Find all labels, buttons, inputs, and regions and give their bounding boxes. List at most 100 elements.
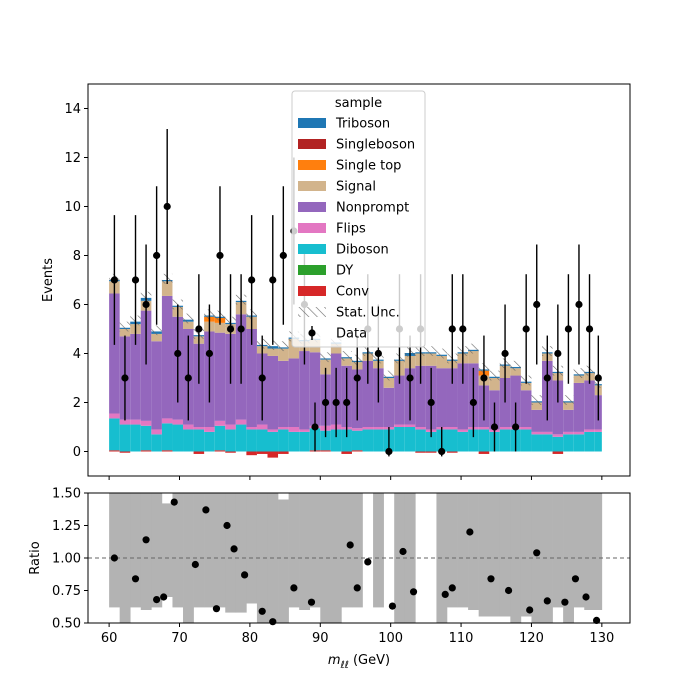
- ratio-point: [110, 554, 118, 562]
- stat-unc-bin: [425, 346, 437, 356]
- y-tick-label: 8: [73, 249, 81, 264]
- data-point: [594, 374, 602, 382]
- bar-nonprompt: [415, 365, 426, 427]
- bar-diboson: [183, 429, 194, 452]
- stat-unc-bin: [436, 348, 447, 359]
- ratio-band-bin: [351, 493, 363, 608]
- bar-flips: [531, 431, 543, 435]
- ratio-band-bin: [204, 493, 216, 608]
- ratio-point: [487, 575, 495, 583]
- ratio-y-tick-label: 0.50: [52, 617, 81, 632]
- bar-flips: [594, 429, 602, 432]
- bar-nonprompt: [299, 351, 310, 430]
- legend-swatch-flips: [298, 223, 326, 233]
- bar-diboson: [214, 425, 226, 451]
- main-axes-frame: [87, 83, 631, 477]
- bar-nonprompt: [362, 360, 374, 427]
- data-point: [469, 398, 477, 407]
- ratio-band-bin: [573, 493, 585, 608]
- bar-diboson: [204, 431, 215, 452]
- bar-flips: [161, 418, 173, 424]
- bar-nonprompt: [151, 341, 162, 430]
- bar-nonprompt: [457, 363, 469, 430]
- ratio-band-bin: [246, 493, 258, 604]
- ratio-point: [191, 560, 199, 569]
- data-point: [311, 423, 319, 431]
- legend-label-data: Data: [336, 327, 367, 342]
- bar-nonprompt: [161, 295, 173, 419]
- bar-diboson: [267, 431, 279, 452]
- stat-unc-bin: [341, 351, 352, 361]
- bar-flips: [404, 424, 416, 427]
- bar-nonprompt: [520, 390, 532, 427]
- bar-flips: [151, 429, 162, 435]
- bar-diboson: [404, 427, 416, 452]
- bar-conv: [225, 451, 236, 453]
- bar-diboson: [552, 436, 564, 452]
- stat-unc-bin: [563, 395, 574, 405]
- bar-conv: [214, 450, 226, 452]
- bar-diboson: [542, 434, 553, 452]
- ratio-band-bin: [278, 499, 289, 623]
- bar-diboson: [299, 431, 310, 452]
- bar-conv: [161, 450, 173, 452]
- ratio-y-tick-label: 0.75: [52, 584, 81, 599]
- data-point: [522, 325, 530, 333]
- ratio-point: [364, 558, 372, 566]
- ratio-x-tick-label: 130: [589, 631, 614, 646]
- bar-diboson: [119, 424, 131, 452]
- bar-conv: [351, 450, 363, 452]
- ratio-point: [230, 545, 238, 553]
- data-point: [184, 374, 192, 382]
- bar-flips: [415, 427, 426, 430]
- legend-swatch-dy: [298, 265, 326, 275]
- ratio-band-bin: [214, 493, 226, 608]
- bar-flips: [520, 427, 532, 430]
- bar-nonprompt: [573, 382, 585, 432]
- bar-flips: [457, 429, 469, 432]
- legend-swatch-nonprompt: [298, 202, 326, 212]
- data-point: [512, 423, 520, 431]
- bar-nonprompt: [446, 368, 458, 427]
- bar-conv: [246, 451, 257, 456]
- bar-nonprompt: [383, 387, 395, 427]
- bar-diboson: [151, 434, 162, 452]
- ratio-point: [533, 549, 541, 557]
- ratio-point: [571, 575, 580, 583]
- bar-signal: [436, 355, 447, 369]
- ratio-x-tick-label: 90: [312, 631, 329, 646]
- bar-conv: [278, 451, 289, 454]
- bar-flips: [109, 413, 120, 419]
- ratio-band-bin: [457, 493, 469, 608]
- bar-nonprompt: [436, 368, 447, 427]
- legend-label-stat-unc-: Stat. Unc.: [336, 306, 400, 321]
- bar-signal: [151, 333, 162, 342]
- legend-label-single-top: Single top: [336, 159, 401, 174]
- bar-nonprompt: [193, 343, 205, 427]
- ratio-band-bin: [320, 493, 332, 623]
- ratio-band-bin: [489, 493, 501, 617]
- bar-nonprompt: [130, 333, 141, 420]
- bar-signal: [468, 351, 479, 364]
- data-point: [353, 374, 361, 382]
- bar-signal: [383, 378, 395, 388]
- ratio-band-bin: [499, 493, 511, 617]
- bar-signal: [288, 338, 300, 359]
- ratio-y-tick-label: 1.00: [52, 552, 81, 567]
- data-point: [501, 349, 509, 358]
- bar-diboson: [351, 430, 363, 451]
- bar-flips: [563, 431, 574, 435]
- bar-conv: [140, 450, 152, 452]
- data-point: [332, 398, 340, 407]
- bar-signal: [161, 281, 173, 296]
- legend-label-diboson: Diboson: [336, 243, 389, 258]
- y-tick-label: 10: [64, 200, 81, 215]
- bar-conv: [552, 451, 564, 454]
- ratio-band-bin: [193, 493, 205, 608]
- ratio-band-bin: [140, 493, 152, 610]
- ratio-band-bin: [594, 493, 603, 610]
- bar-diboson: [172, 424, 184, 452]
- stat-unc-bin: [267, 340, 279, 350]
- bar-flips: [573, 431, 585, 435]
- ratio-band-bin: [130, 493, 142, 608]
